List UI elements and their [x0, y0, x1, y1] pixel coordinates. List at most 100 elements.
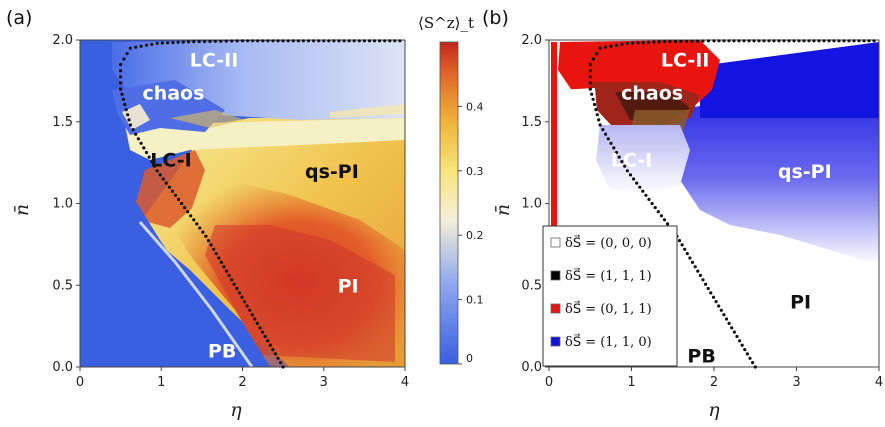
- panel-a-boundary-dot: [372, 39, 377, 43]
- panel-b-x-axis-label: η: [708, 399, 720, 421]
- panel-b-boundary-dot: [588, 69, 592, 73]
- colorbar-tick-label: 0.1: [466, 294, 484, 307]
- panel-a-boundary-dot: [266, 39, 270, 43]
- panel-a-boundary-dot: [235, 39, 239, 43]
- panel-a-boundary-dot: [261, 39, 265, 43]
- panel-b-x-tick-label: 0: [545, 375, 553, 390]
- panel-b-boundary-dot: [740, 343, 744, 347]
- panel-b-boundary-dot: [677, 239, 682, 243]
- panel-a-y-tick-label: 0.0: [52, 360, 73, 375]
- panel-a-boundary-dot: [279, 361, 283, 365]
- panel-b-boundary-dot: [817, 39, 821, 43]
- panel-a-boundary-dot: [147, 155, 151, 159]
- panel-a-boundary-dot: [126, 113, 130, 117]
- panel-a-boundary-dot: [237, 291, 241, 295]
- legend-label-blue: δS⃗ = (1, 1, 0): [565, 334, 652, 350]
- panel-b-boundary-dot: [683, 247, 687, 251]
- panel-b-boundary-dot: [753, 365, 757, 369]
- panel-a-boundary-dot: [127, 118, 131, 122]
- panel-b-boundary-dot: [857, 39, 861, 43]
- panel-a-boundary-dot: [263, 334, 267, 339]
- panel-b-boundary-dot: [594, 108, 598, 112]
- legend: δS⃗ = (0, 0, 0) δS⃗ = (1, 1, 1) δS⃗ = (0, …: [542, 225, 678, 367]
- panel-a-boundary-dot: [206, 239, 211, 243]
- panel-b-boundary-dot: [614, 150, 619, 155]
- panel-b-boundary-dot: [748, 356, 752, 360]
- panel-b-y-tick-label: 0.0: [521, 360, 542, 375]
- panel-b-boundary-dot: [588, 62, 592, 67]
- panel-b-boundary-dot: [782, 39, 786, 43]
- panel-b-boundary-dot: [595, 52, 599, 56]
- legend-swatch-white: [550, 237, 561, 248]
- legend-label-black: δS⃗ = (1, 1, 1): [565, 268, 652, 284]
- panel-a-boundary-dot: [139, 141, 143, 145]
- panel-b-boundary-dot: [698, 273, 703, 277]
- panel-b-boundary-dot: [847, 39, 851, 43]
- panel-b-boundary-dot: [604, 132, 608, 136]
- panel-b-region-label-lc-i: LC-I: [611, 149, 652, 171]
- panel-b-boundary-dot: [659, 214, 664, 218]
- panel-b-boundary-dot: [706, 39, 711, 43]
- panel-a-boundary-dot: [255, 321, 259, 325]
- legend-box: [542, 225, 678, 367]
- panel-b-boundary-dot: [690, 260, 695, 264]
- panel-b-boundary-dot: [745, 352, 750, 356]
- panel-a-boundary-dot: [301, 39, 305, 43]
- panel-a-boundary-dot: [192, 218, 196, 222]
- panel-a-boundary-dot: [166, 41, 170, 45]
- panel-a-y-tick-label: 0.5: [52, 278, 73, 293]
- colorbar-title: ⟨S^z⟩_t: [418, 14, 474, 32]
- panel-a-boundary-dot: [219, 39, 223, 43]
- panel-b-boundary-dot: [827, 39, 831, 43]
- panel-b-boundary-dot: [592, 102, 597, 107]
- panel-a-boundary-dot: [281, 365, 285, 369]
- panel-a-region-label-pb: PB: [208, 341, 236, 363]
- panel-a-boundary-dot: [128, 123, 132, 127]
- panel-a-boundary-dot: [144, 150, 149, 155]
- panel-a-boundary-dot: [217, 256, 221, 260]
- panel-b-boundary-dot: [807, 39, 811, 43]
- panel-a-boundary-dot: [240, 39, 245, 43]
- panel-a-boundary-dot: [367, 39, 372, 43]
- panel-a-boundary-dot: [134, 45, 138, 49]
- panel-b-boundary-dot: [872, 39, 876, 43]
- panel-b-boundary-dot: [706, 286, 710, 291]
- panel-b-boundary-dot: [588, 81, 592, 85]
- panel-a-boundary-dot: [240, 295, 244, 299]
- panel-a-boundary-dot: [195, 222, 199, 226]
- panel-a-boundary-dot: [192, 40, 196, 44]
- panel-a-heatmap: [80, 40, 405, 367]
- panel-a-boundary-dots: [119, 39, 402, 369]
- panel-b-boundary-dot: [704, 282, 708, 286]
- panel-a-y-tick-label: 1.0: [52, 197, 73, 212]
- panel-b-boundary-dot: [652, 40, 656, 44]
- panel-b-boundary-dot: [680, 243, 684, 247]
- panel-b-boundary-dot: [717, 304, 721, 308]
- panel-b-boundary-dot: [717, 39, 721, 43]
- panel-a-boundary-dot: [170, 189, 174, 193]
- panel-b-boundary-dot: [623, 164, 627, 168]
- panel-b-boundary-dot: [612, 146, 616, 150]
- panel-b-boundary-dot: [606, 137, 610, 141]
- panel-b-boundary-dot: [635, 181, 639, 185]
- panel-b-y-axis-label: n̄: [492, 204, 514, 216]
- panel-b-boundary-dot: [656, 210, 660, 214]
- panel-b-boundary-dot: [802, 39, 806, 43]
- panel-a-boundary-dot: [120, 92, 124, 96]
- panel-a-boundary-dot: [155, 169, 159, 173]
- panel-a-boundary-dot: [398, 39, 402, 43]
- panel-b-region-label-pb: PB: [687, 346, 715, 368]
- panel-b-boundary-dot: [727, 39, 731, 43]
- panel-a-boundary-dot: [173, 193, 178, 197]
- panel-b-boundary-dot: [662, 40, 667, 44]
- panel-a-boundary-dot: [256, 39, 260, 43]
- panel-a-boundary-dot: [208, 39, 212, 44]
- panel-a-boundary-dot: [219, 260, 223, 264]
- panel-a-boundary-dot: [214, 252, 218, 256]
- panel-a-boundary-dot: [139, 44, 143, 48]
- panel-b-boundary-dot: [598, 46, 602, 50]
- panel-a-boundary-dot: [266, 339, 270, 343]
- panel-a-boundary-dot: [181, 40, 185, 44]
- panel-b-boundary-dot: [657, 40, 661, 44]
